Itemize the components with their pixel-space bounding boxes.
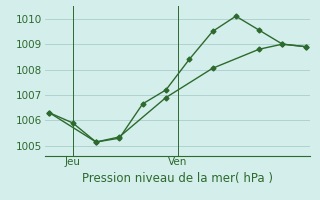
X-axis label: Pression niveau de la mer( hPa ): Pression niveau de la mer( hPa ) bbox=[82, 172, 273, 185]
